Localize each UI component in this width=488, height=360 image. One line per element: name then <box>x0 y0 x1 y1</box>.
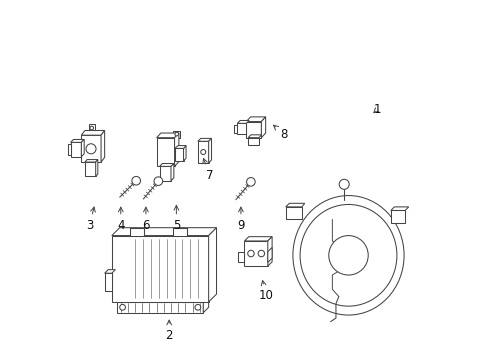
Polygon shape <box>88 125 95 132</box>
Polygon shape <box>198 138 211 141</box>
Polygon shape <box>247 135 261 138</box>
Polygon shape <box>173 131 180 138</box>
Circle shape <box>175 132 178 136</box>
Polygon shape <box>81 139 84 157</box>
Polygon shape <box>237 123 246 134</box>
Text: 4: 4 <box>117 207 124 233</box>
Polygon shape <box>247 138 258 145</box>
Polygon shape <box>159 163 174 166</box>
Polygon shape <box>267 247 271 262</box>
Text: 10: 10 <box>258 280 273 302</box>
Polygon shape <box>104 273 112 291</box>
Text: 1: 1 <box>373 103 380 116</box>
Polygon shape <box>81 131 104 135</box>
Polygon shape <box>67 144 70 155</box>
Ellipse shape <box>292 195 403 315</box>
Polygon shape <box>156 133 179 138</box>
Polygon shape <box>156 138 174 166</box>
Polygon shape <box>112 228 216 235</box>
Circle shape <box>86 144 96 154</box>
Circle shape <box>246 177 255 186</box>
Polygon shape <box>89 132 94 135</box>
Circle shape <box>120 305 125 310</box>
Polygon shape <box>183 145 185 161</box>
Polygon shape <box>267 237 271 266</box>
Polygon shape <box>244 237 271 241</box>
Polygon shape <box>129 228 144 235</box>
Circle shape <box>195 305 201 310</box>
Polygon shape <box>101 131 104 162</box>
Circle shape <box>201 149 205 154</box>
Polygon shape <box>96 159 98 176</box>
Polygon shape <box>261 117 265 138</box>
Polygon shape <box>85 162 96 176</box>
Ellipse shape <box>300 204 396 306</box>
Circle shape <box>90 126 93 130</box>
Polygon shape <box>174 148 183 161</box>
Circle shape <box>154 177 163 185</box>
Polygon shape <box>246 117 265 122</box>
Text: 8: 8 <box>273 125 287 141</box>
Polygon shape <box>104 270 115 273</box>
Text: 9: 9 <box>237 207 244 233</box>
Polygon shape <box>172 228 187 235</box>
Polygon shape <box>244 241 267 266</box>
Polygon shape <box>112 235 208 302</box>
Polygon shape <box>159 166 171 181</box>
Polygon shape <box>237 121 249 123</box>
Polygon shape <box>174 133 179 166</box>
Circle shape <box>328 235 367 275</box>
Polygon shape <box>174 145 185 148</box>
Polygon shape <box>70 142 81 157</box>
Polygon shape <box>246 122 261 138</box>
Circle shape <box>247 250 254 257</box>
Polygon shape <box>70 139 84 142</box>
Polygon shape <box>390 207 408 211</box>
Polygon shape <box>208 138 211 163</box>
Circle shape <box>339 179 348 189</box>
Polygon shape <box>117 302 203 313</box>
Polygon shape <box>238 252 244 262</box>
Polygon shape <box>81 135 101 162</box>
Circle shape <box>258 250 264 257</box>
Polygon shape <box>171 163 174 181</box>
Circle shape <box>132 176 140 185</box>
Polygon shape <box>285 207 301 220</box>
Text: 5: 5 <box>172 206 180 233</box>
Text: 6: 6 <box>142 207 149 233</box>
Polygon shape <box>203 297 208 313</box>
Polygon shape <box>285 203 304 207</box>
Polygon shape <box>234 125 237 133</box>
Text: 3: 3 <box>86 207 95 233</box>
Polygon shape <box>390 211 405 223</box>
Text: 7: 7 <box>203 158 213 182</box>
Polygon shape <box>85 159 98 162</box>
Polygon shape <box>198 141 208 163</box>
Polygon shape <box>208 228 216 302</box>
Text: 2: 2 <box>165 320 173 342</box>
